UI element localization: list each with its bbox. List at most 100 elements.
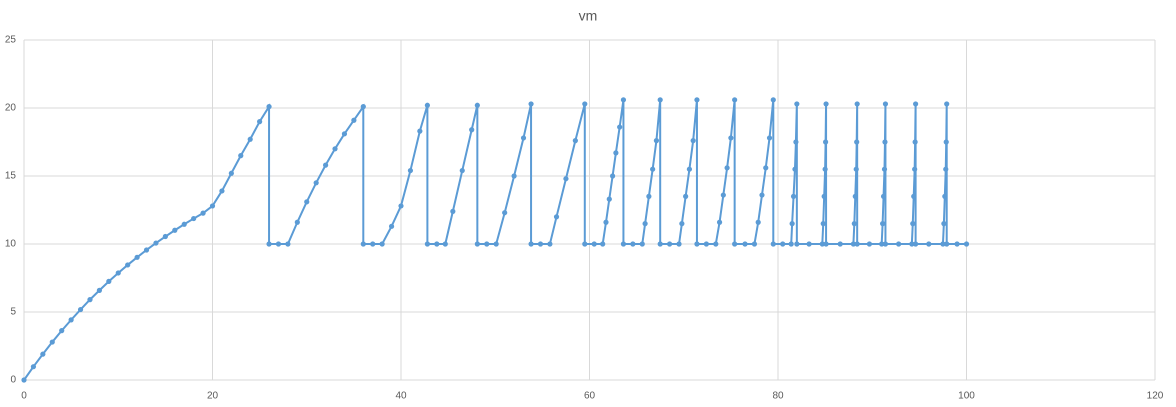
data-point — [134, 254, 140, 260]
data-point — [703, 241, 709, 247]
data-point — [77, 306, 84, 313]
data-point — [502, 210, 508, 216]
data-point — [520, 135, 527, 141]
data-point — [459, 167, 465, 174]
data-point — [200, 210, 206, 216]
data-point — [823, 241, 829, 247]
data-point — [424, 102, 430, 108]
data-point — [943, 139, 949, 145]
data-point — [732, 241, 738, 247]
data-point — [694, 241, 700, 247]
data-point — [417, 128, 423, 134]
data-point — [667, 241, 673, 247]
data-point — [742, 241, 748, 247]
x-tick-label: 60 — [584, 391, 596, 402]
data-point — [853, 166, 859, 172]
data-point — [143, 247, 150, 253]
data-point — [591, 241, 597, 247]
data-point — [360, 241, 366, 247]
data-point — [442, 241, 448, 247]
data-point — [732, 97, 738, 103]
data-point — [304, 199, 310, 205]
data-point — [694, 97, 700, 103]
data-point — [582, 241, 588, 247]
x-tick-label: 80 — [772, 391, 784, 402]
data-point — [909, 241, 915, 247]
data-point — [370, 241, 376, 247]
data-point — [879, 241, 885, 247]
data-point — [341, 131, 348, 137]
data-point — [882, 139, 888, 145]
data-point — [603, 219, 609, 225]
chart-title: vm — [579, 8, 598, 24]
data-point — [21, 377, 27, 383]
data-point — [294, 219, 300, 225]
data-point — [766, 135, 773, 141]
data-point — [351, 117, 357, 123]
data-point — [657, 97, 663, 103]
data-point — [720, 192, 726, 198]
data-point — [794, 241, 800, 247]
data-point — [59, 328, 65, 334]
data-point — [910, 221, 916, 227]
data-point — [49, 339, 55, 345]
data-point — [172, 227, 178, 233]
data-point — [40, 351, 46, 357]
data-point — [600, 241, 606, 247]
data-point — [266, 104, 272, 110]
data-point — [153, 240, 159, 246]
data-point — [851, 221, 857, 227]
data-point — [793, 139, 799, 145]
data-point — [238, 153, 244, 159]
data-point — [679, 221, 685, 227]
data-point — [609, 173, 616, 179]
data-point — [563, 176, 569, 182]
data-point — [646, 193, 652, 199]
x-tick-label: 120 — [1147, 391, 1164, 402]
data-point — [854, 241, 860, 247]
data-point — [115, 270, 121, 276]
data-point — [650, 166, 656, 172]
data-point — [474, 102, 480, 108]
data-point — [323, 162, 329, 168]
y-tick-label: 10 — [5, 239, 17, 250]
data-point — [880, 193, 887, 199]
data-point — [755, 219, 761, 225]
data-point — [434, 241, 440, 247]
data-point — [630, 241, 636, 247]
data-point — [913, 101, 919, 107]
data-point — [881, 166, 888, 172]
data-point — [474, 241, 480, 247]
data-point — [617, 124, 623, 130]
data-point — [332, 146, 338, 152]
data-point — [68, 317, 74, 323]
data-point — [724, 165, 730, 171]
y-tick-label: 15 — [5, 171, 17, 182]
data-point — [407, 167, 414, 174]
data-point — [613, 150, 619, 156]
data-point — [882, 241, 889, 247]
data-point — [770, 241, 776, 247]
data-point — [106, 278, 112, 284]
data-point — [896, 241, 902, 247]
data-point — [912, 139, 918, 145]
data-point — [582, 101, 588, 107]
data-point — [790, 193, 797, 199]
data-point — [686, 166, 693, 172]
data-point — [469, 127, 475, 133]
data-point — [690, 138, 696, 144]
data-point — [822, 139, 829, 145]
data-point — [940, 241, 946, 247]
data-point — [713, 241, 719, 247]
data-point — [926, 241, 932, 247]
data-point — [819, 241, 825, 247]
data-point — [181, 221, 187, 227]
y-tick-label: 25 — [5, 35, 17, 46]
data-point — [821, 193, 827, 199]
data-point — [683, 193, 689, 199]
data-point — [854, 101, 860, 107]
data-point — [942, 193, 948, 199]
data-point — [770, 97, 776, 103]
data-point — [653, 138, 660, 144]
